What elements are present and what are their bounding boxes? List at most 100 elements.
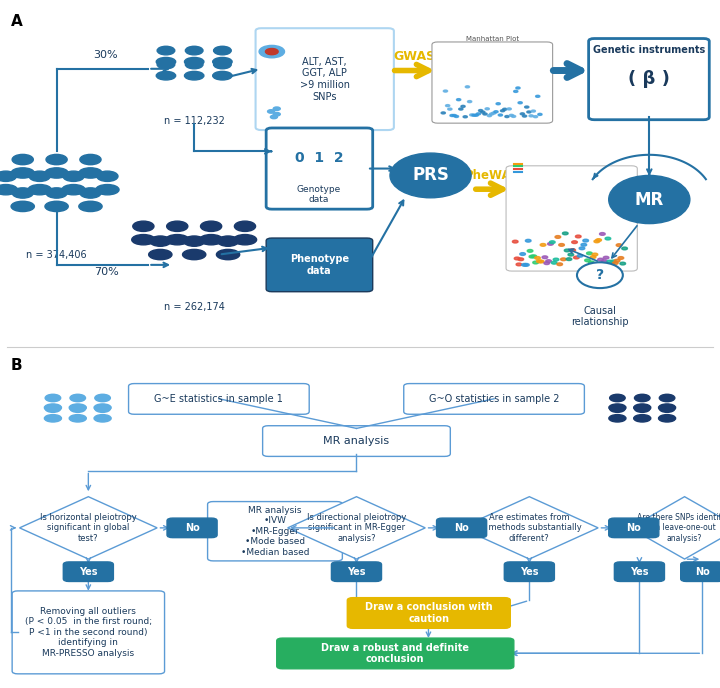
Ellipse shape	[45, 201, 68, 212]
Ellipse shape	[659, 415, 675, 422]
Text: Draw a robust and definite
conclusion: Draw a robust and definite conclusion	[321, 643, 469, 664]
Circle shape	[452, 114, 456, 116]
Circle shape	[577, 255, 583, 257]
FancyBboxPatch shape	[256, 28, 394, 130]
Polygon shape	[630, 497, 720, 559]
Ellipse shape	[608, 175, 690, 224]
Ellipse shape	[11, 201, 35, 212]
Ellipse shape	[609, 415, 626, 422]
Text: PheWAS: PheWAS	[465, 169, 521, 182]
Circle shape	[596, 239, 601, 241]
Ellipse shape	[94, 415, 111, 422]
Circle shape	[566, 258, 572, 261]
Circle shape	[531, 255, 536, 257]
Circle shape	[441, 112, 446, 114]
FancyBboxPatch shape	[504, 562, 554, 581]
Circle shape	[509, 114, 513, 116]
Circle shape	[585, 259, 590, 261]
Circle shape	[459, 108, 463, 110]
Text: ?: ?	[596, 268, 604, 282]
Circle shape	[132, 221, 154, 231]
Text: n = 262,174: n = 262,174	[163, 301, 225, 312]
Circle shape	[481, 111, 485, 113]
Circle shape	[505, 116, 509, 118]
Circle shape	[157, 61, 175, 69]
Text: ALT, AST,
GGT, ALP
>9 million
SNPs: ALT, AST, GGT, ALP >9 million SNPs	[300, 56, 350, 102]
Circle shape	[533, 261, 539, 264]
Circle shape	[531, 110, 536, 112]
Ellipse shape	[78, 168, 102, 178]
Circle shape	[469, 114, 474, 116]
FancyBboxPatch shape	[608, 518, 659, 537]
Circle shape	[605, 237, 611, 240]
Circle shape	[472, 114, 476, 116]
Circle shape	[463, 116, 467, 118]
Circle shape	[465, 86, 469, 88]
Circle shape	[583, 239, 588, 242]
Circle shape	[485, 108, 490, 110]
Polygon shape	[19, 497, 157, 559]
Circle shape	[474, 114, 478, 116]
Circle shape	[507, 108, 511, 110]
Ellipse shape	[62, 184, 85, 195]
Polygon shape	[461, 497, 598, 559]
Circle shape	[538, 114, 542, 116]
Text: Genotype
data: Genotype data	[297, 184, 341, 204]
Polygon shape	[288, 497, 426, 559]
Text: No: No	[626, 523, 641, 533]
Circle shape	[520, 252, 526, 255]
Text: 0  1  2: 0 1 2	[294, 151, 343, 165]
FancyBboxPatch shape	[266, 238, 373, 292]
Circle shape	[461, 105, 465, 107]
Circle shape	[214, 61, 231, 69]
Ellipse shape	[69, 404, 86, 411]
Ellipse shape	[184, 58, 204, 66]
Circle shape	[553, 258, 559, 261]
Circle shape	[477, 113, 480, 115]
Circle shape	[45, 405, 60, 412]
Circle shape	[523, 264, 529, 266]
Ellipse shape	[156, 58, 176, 66]
Ellipse shape	[166, 235, 189, 245]
Circle shape	[166, 221, 188, 231]
Circle shape	[150, 236, 171, 246]
Circle shape	[521, 113, 524, 115]
Circle shape	[518, 102, 522, 104]
Circle shape	[444, 90, 448, 92]
Circle shape	[568, 253, 574, 256]
Circle shape	[46, 188, 67, 198]
Circle shape	[217, 236, 238, 246]
Ellipse shape	[577, 262, 623, 288]
Text: A: A	[11, 14, 22, 29]
Text: No: No	[695, 567, 710, 577]
Circle shape	[592, 253, 598, 256]
Circle shape	[574, 256, 579, 259]
Text: Yes: Yes	[630, 567, 649, 577]
Circle shape	[235, 221, 256, 231]
Circle shape	[527, 111, 531, 113]
Circle shape	[63, 171, 84, 182]
Text: Yes: Yes	[79, 567, 98, 577]
Circle shape	[622, 247, 627, 250]
Circle shape	[494, 111, 498, 113]
Circle shape	[529, 255, 535, 258]
Circle shape	[498, 114, 503, 116]
Text: No: No	[185, 523, 199, 533]
Text: Phenotype
data: Phenotype data	[290, 254, 349, 276]
Circle shape	[611, 260, 616, 263]
Circle shape	[514, 257, 520, 260]
Circle shape	[660, 394, 675, 402]
Text: Are estimates from
all methods substantially
different?: Are estimates from all methods substanti…	[477, 513, 582, 543]
Circle shape	[549, 241, 555, 244]
FancyBboxPatch shape	[129, 384, 309, 414]
Circle shape	[12, 188, 33, 198]
Text: Yes: Yes	[347, 567, 366, 577]
Text: B: B	[11, 358, 22, 373]
Text: MR analysis
•IVW
•MR-Egger
•Mode based
•Median based: MR analysis •IVW •MR-Egger •Mode based •…	[240, 506, 309, 557]
Circle shape	[590, 256, 596, 259]
FancyBboxPatch shape	[680, 562, 720, 581]
Ellipse shape	[634, 404, 651, 411]
Circle shape	[610, 394, 625, 402]
FancyBboxPatch shape	[266, 128, 373, 209]
Circle shape	[80, 188, 101, 198]
